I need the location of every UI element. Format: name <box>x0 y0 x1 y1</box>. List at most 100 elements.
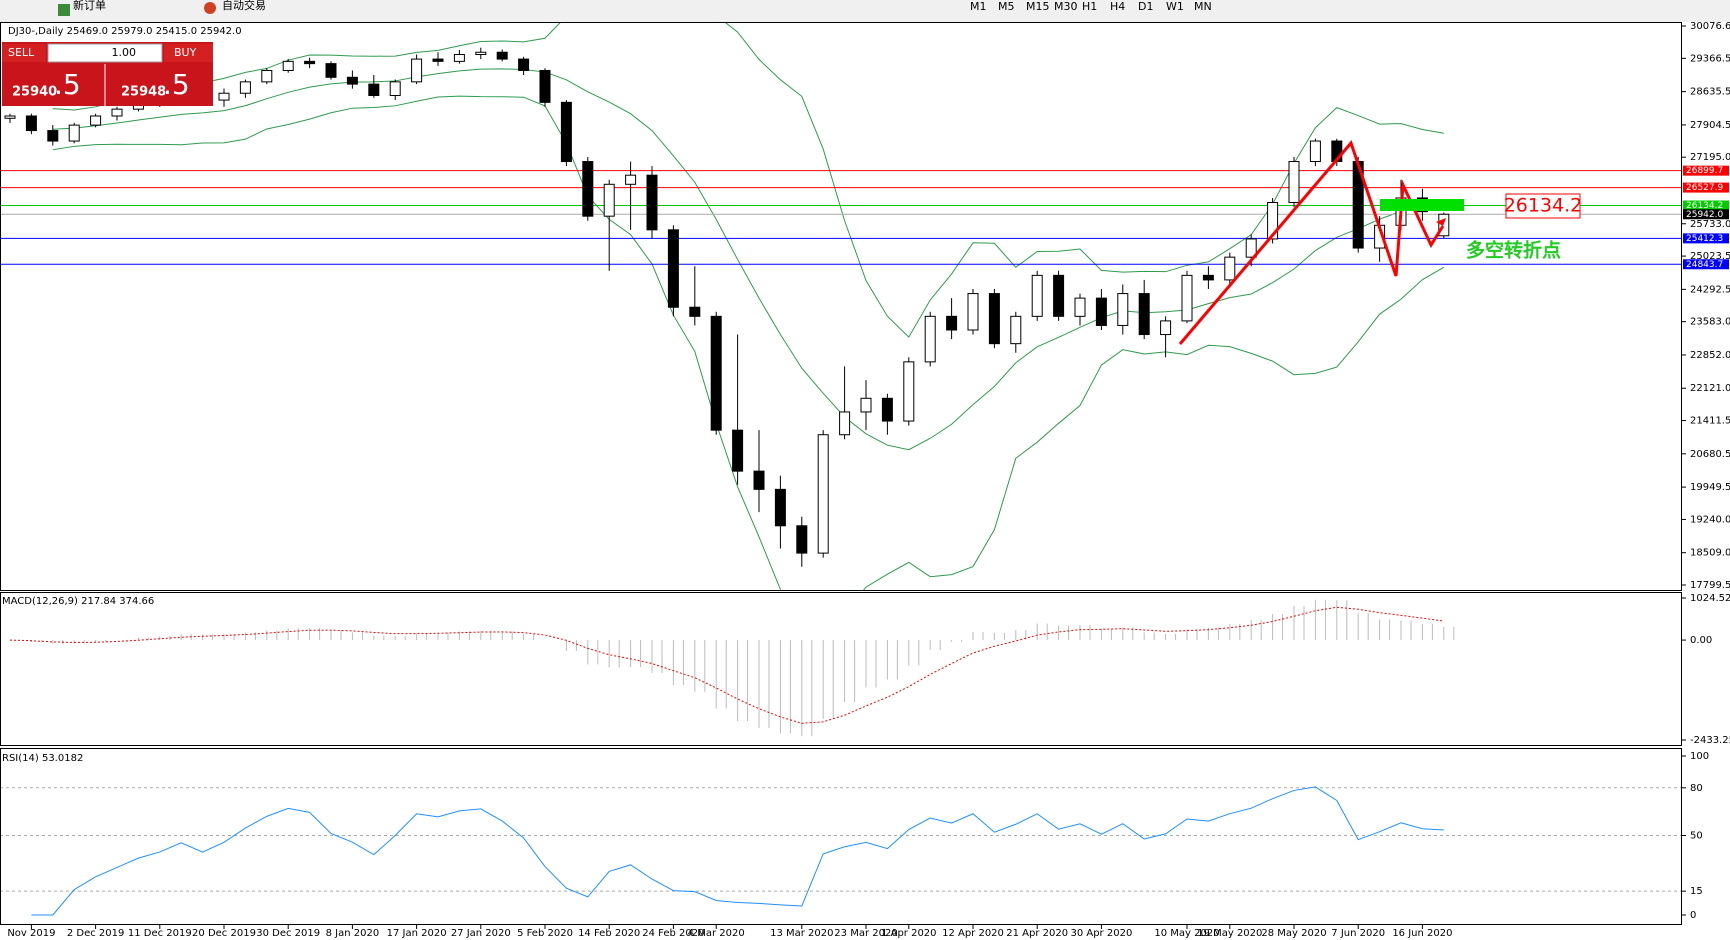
y-tick-label: 22852.0 <box>1690 350 1730 361</box>
x-tick-label: 17 Jan 2020 <box>387 928 447 939</box>
y-tick-label: 25733.0 <box>1690 219 1730 230</box>
level-tag <box>1683 165 1729 176</box>
buy-label[interactable]: BUY <box>174 46 197 59</box>
candle-body <box>625 174 637 185</box>
timeframe-button[interactable]: D1 <box>1138 0 1153 13</box>
x-tick-label: 20 Dec 2019 <box>192 928 256 939</box>
y-tick-label: 22121.0 <box>1690 383 1730 394</box>
arrow-head <box>1436 218 1446 226</box>
candle-body <box>282 60 294 71</box>
level-tag <box>1683 182 1729 193</box>
candle-body <box>1010 315 1022 345</box>
timeframe-button[interactable]: M15 <box>1026 0 1050 13</box>
level-label: 26527.9 <box>1686 183 1723 193</box>
x-tick-label: 27 Jan 2020 <box>451 928 511 939</box>
timeframe-button[interactable]: MN <box>1194 0 1212 13</box>
candle-body <box>496 51 508 60</box>
rsi-frame <box>0 748 1682 925</box>
candle-body <box>411 58 423 83</box>
candle-body <box>710 315 722 431</box>
y-tick-label: 1024.52 <box>1690 593 1730 604</box>
candle-body <box>646 174 658 231</box>
candle-body <box>1053 274 1065 317</box>
candle-body <box>111 108 123 117</box>
y-tick-label: 23583.0 <box>1690 317 1730 328</box>
candle-body <box>1438 213 1450 237</box>
macd-signal <box>9 606 1444 724</box>
sell-button[interactable] <box>2 44 46 62</box>
candle-body <box>732 429 744 472</box>
candle-body <box>796 525 808 554</box>
candle-body <box>1288 161 1300 204</box>
annotation-note: 多空转折点 <box>1466 239 1561 262</box>
y-tick-label: 20680.5 <box>1690 449 1730 460</box>
candle-body <box>946 315 958 331</box>
x-tick-label: 30 Apr 2020 <box>1070 928 1132 939</box>
macd-title: MACD(12,26,9) 217.84 374.66 <box>2 596 154 607</box>
x-tick-label: 13 Mar 2020 <box>770 928 833 939</box>
candle-body <box>239 81 251 94</box>
macd-frame <box>0 592 1682 746</box>
candle-body <box>368 83 380 97</box>
level-label: 25412.3 <box>1686 234 1723 244</box>
buy-button[interactable] <box>164 44 213 62</box>
candle-body <box>90 115 102 126</box>
rsi-line <box>31 786 1444 916</box>
x-tick-label: 11 Dec 2019 <box>128 928 192 939</box>
candle-body <box>560 101 572 163</box>
candle-body <box>68 124 80 142</box>
level-tag <box>1683 233 1729 244</box>
candle-body <box>325 63 337 78</box>
timeframe-button[interactable]: M30 <box>1054 0 1078 13</box>
y-tick-label: 25023.5 <box>1690 251 1730 262</box>
trend-arrow <box>1178 140 1445 345</box>
new-order-icon[interactable] <box>58 4 70 16</box>
y-tick-label: 0 <box>1690 910 1696 921</box>
x-tick-label: 1 Apr 2020 <box>881 928 936 939</box>
timeframe-button[interactable]: M5 <box>998 0 1015 13</box>
candle-body <box>25 115 37 132</box>
x-tick-label: 19 May 2020 <box>1197 928 1262 939</box>
x-tick-label: 14 Feb 2020 <box>578 928 640 939</box>
candle-body <box>1202 274 1214 281</box>
candle-body <box>839 411 851 436</box>
new-order-button[interactable]: 新订单 <box>73 0 106 12</box>
x-tick-label: 2 Dec 2019 <box>67 928 125 939</box>
candle-body <box>47 130 59 142</box>
timeframe-button[interactable]: H1 <box>1082 0 1097 13</box>
volume[interactable]: 1.00 <box>112 46 137 59</box>
candle-body <box>903 361 915 422</box>
candle-body <box>1095 297 1107 326</box>
level-tag <box>1683 209 1729 220</box>
y-tick-label: 27904.5 <box>1690 120 1730 131</box>
timeframe-button[interactable]: H4 <box>1110 0 1125 13</box>
candle-body <box>518 58 530 71</box>
timeframe-button[interactable]: W1 <box>1166 0 1184 13</box>
bollinger-band <box>52 23 1444 338</box>
level-tag <box>1683 259 1729 270</box>
auto-trade-icon[interactable] <box>204 2 216 14</box>
zone-marker <box>1380 199 1464 211</box>
x-tick-label: 23 Mar 2020 <box>834 928 897 939</box>
auto-trade-button[interactable]: 自动交易 <box>222 0 266 12</box>
x-tick-label: 8 Jan 2020 <box>326 928 380 939</box>
chart-title: DJ30-,Daily 25469.0 25979.0 25415.0 2594… <box>8 26 242 37</box>
candle-body <box>1074 297 1086 317</box>
y-tick-label: 15 <box>1690 886 1703 897</box>
candle-body <box>860 397 872 413</box>
candle-body <box>1138 293 1150 336</box>
trade-panel: SELL BUY 1.00 25940 .5 25948 .5 <box>2 42 213 106</box>
candle-body <box>389 81 401 97</box>
y-tick-label: 19949.5 <box>1690 482 1730 493</box>
annotation-price: 26134.2 <box>1504 195 1583 217</box>
sell-label[interactable]: SELL <box>8 46 35 59</box>
level-label: 26899.7 <box>1686 166 1723 176</box>
x-tick-label: 5 Feb 2020 <box>517 928 573 939</box>
x-tick-label: 24 Feb 2020 <box>642 928 704 939</box>
timeframe-button[interactable]: M1 <box>970 0 987 13</box>
candle-body <box>304 60 316 65</box>
y-tick-label: 27195.0 <box>1690 152 1730 163</box>
candle-body <box>667 229 679 308</box>
candle-body <box>582 161 594 217</box>
candle-body <box>453 54 465 62</box>
